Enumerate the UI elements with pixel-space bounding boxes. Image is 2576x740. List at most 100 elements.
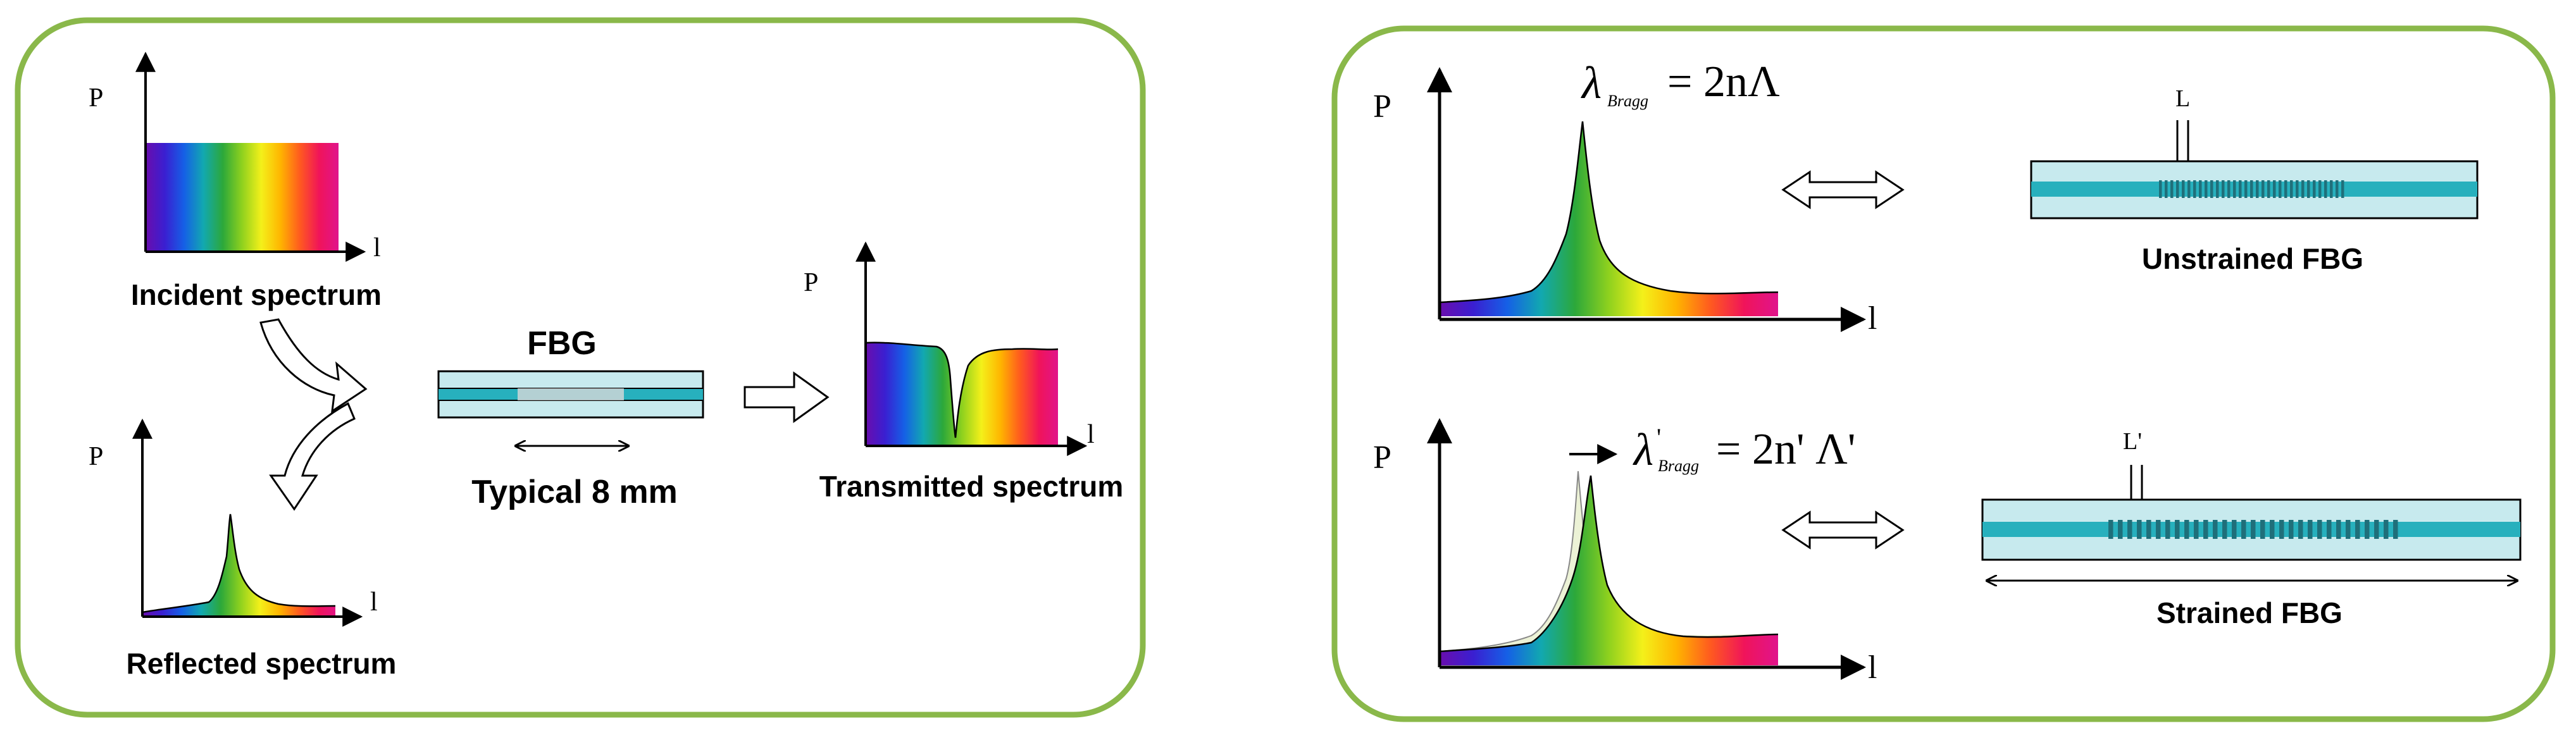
grating-stripe bbox=[2170, 180, 2174, 198]
grating-stripe bbox=[2184, 520, 2189, 539]
fbg-length-label: Typical 8 mm bbox=[471, 474, 678, 510]
grating-stripe bbox=[2251, 520, 2256, 539]
strained-y-label: P bbox=[1373, 440, 1391, 476]
grating-stripe bbox=[2260, 520, 2265, 539]
incident-x-label: l bbox=[373, 233, 381, 262]
grating-stripe bbox=[2156, 520, 2161, 539]
transmitted-caption: Transmitted spectrum bbox=[819, 470, 1124, 503]
grating-stripe bbox=[2298, 520, 2303, 539]
transmitted-y-label: P bbox=[804, 268, 818, 297]
grating-stripe bbox=[2146, 520, 2151, 539]
grating-stripe bbox=[2330, 180, 2333, 198]
grating-stripe bbox=[2233, 180, 2236, 198]
grating-stripe bbox=[2165, 180, 2168, 198]
incident-spectrum-fill bbox=[146, 143, 339, 252]
grating-stripe bbox=[2118, 520, 2123, 539]
grating-stripe bbox=[2279, 180, 2282, 198]
unstrained-x-label: l bbox=[1868, 300, 1877, 336]
grating-stripe bbox=[2241, 520, 2246, 539]
grating-stripe bbox=[2199, 180, 2202, 198]
reflected-y-label: P bbox=[89, 442, 103, 471]
reflected-caption: Reflected spectrum bbox=[127, 647, 397, 680]
transmitted-spectrum-chart: P l Transmitted spectrum bbox=[804, 241, 1124, 503]
grating-stripe bbox=[2256, 180, 2259, 198]
grating-stripe bbox=[2159, 180, 2162, 198]
strained-fiber: L' Strained FBG bbox=[1981, 428, 2522, 629]
period-label-l: L bbox=[2175, 85, 2190, 112]
right-arrow-icon bbox=[744, 371, 830, 423]
strained-equation-prime: ' bbox=[1657, 423, 1661, 452]
grating-stripe bbox=[2232, 520, 2237, 539]
fbg-grating bbox=[518, 388, 624, 400]
strained-bragg-equation: λ ' Bragg = 2n' Λ' bbox=[1569, 423, 1855, 475]
fbg-label: FBG bbox=[527, 325, 597, 362]
reflected-x-label: l bbox=[370, 588, 378, 617]
grating-stripe bbox=[2137, 520, 2142, 539]
grating-stripe bbox=[2355, 520, 2360, 539]
strained-grating bbox=[2108, 520, 2398, 539]
grating-stripe bbox=[2296, 180, 2299, 198]
grating-stripe bbox=[2203, 520, 2208, 539]
strained-spectrum-fill bbox=[1440, 476, 1778, 665]
reflected-spectrum-chart: P l Reflected spectrum bbox=[89, 418, 397, 680]
fbg-fiber: FBG Typical 8 mm bbox=[437, 325, 704, 510]
grating-stripe bbox=[2336, 180, 2339, 198]
incident-y-label: P bbox=[89, 83, 103, 113]
grating-stripe bbox=[2318, 180, 2322, 198]
equation-lambda: λ bbox=[1581, 58, 1602, 108]
grating-stripe bbox=[2327, 520, 2332, 539]
strained-equation-subscript: Bragg bbox=[1658, 457, 1699, 475]
grating-stripe bbox=[2284, 180, 2287, 198]
unstrained-caption: Unstrained FBG bbox=[2142, 242, 2363, 275]
grating-stripe bbox=[2267, 180, 2270, 198]
grating-stripe bbox=[2210, 180, 2213, 198]
grating-stripe bbox=[2279, 520, 2284, 539]
grating-stripe bbox=[2222, 180, 2225, 198]
grating-stripe bbox=[2193, 180, 2196, 198]
grating-stripe bbox=[2365, 520, 2370, 539]
right-panel bbox=[1331, 25, 2556, 722]
grating-stripe bbox=[2175, 520, 2180, 539]
grating-stripe bbox=[2313, 180, 2316, 198]
grating-stripe bbox=[2301, 180, 2305, 198]
grating-stripe bbox=[2262, 180, 2265, 198]
period-label-l-prime: L' bbox=[2123, 428, 2142, 455]
curved-arrow-icon bbox=[269, 402, 356, 511]
grating-stripe bbox=[2384, 520, 2389, 539]
unstrained-grating bbox=[2159, 180, 2344, 198]
grating-stripe bbox=[2346, 520, 2351, 539]
grating-stripe bbox=[2270, 520, 2275, 539]
grating-stripe bbox=[2289, 520, 2294, 539]
grating-stripe bbox=[2308, 520, 2313, 539]
strained-caption: Strained FBG bbox=[2156, 596, 2343, 629]
curved-arrow-icon bbox=[259, 318, 368, 414]
grating-stripe bbox=[2273, 180, 2276, 198]
strained-x-label: l bbox=[1868, 650, 1877, 686]
grating-stripe bbox=[2165, 520, 2170, 539]
grating-stripe bbox=[2108, 520, 2113, 539]
grating-stripe bbox=[2290, 180, 2293, 198]
unstrained-fiber: L Unstrained FBG bbox=[2030, 85, 2479, 275]
grating-stripe bbox=[2341, 180, 2344, 198]
unstrained-y-label: P bbox=[1373, 89, 1391, 125]
equation-subscript: Bragg bbox=[1607, 92, 1648, 110]
grating-stripe bbox=[2393, 520, 2398, 539]
reflected-spectrum-fill bbox=[142, 514, 335, 617]
grating-stripe bbox=[2317, 520, 2322, 539]
grating-stripe bbox=[2374, 520, 2379, 539]
bragg-equation: λ Bragg = 2nΛ bbox=[1581, 58, 1780, 110]
grating-stripe bbox=[2227, 180, 2231, 198]
incident-spectrum-chart: P l Incident spectrum bbox=[89, 51, 382, 311]
grating-stripe bbox=[2324, 180, 2327, 198]
grating-stripe bbox=[2213, 520, 2218, 539]
grating-stripe bbox=[2187, 180, 2191, 198]
grating-stripe bbox=[2244, 180, 2248, 198]
unstrained-spectrum-fill bbox=[1440, 121, 1778, 316]
incident-caption: Incident spectrum bbox=[131, 278, 382, 311]
strained-equation-lambda: λ bbox=[1633, 424, 1653, 475]
left-panel bbox=[15, 17, 1146, 718]
double-arrow-icon bbox=[1781, 510, 1905, 550]
double-arrow-icon bbox=[1781, 170, 1905, 209]
grating-stripe bbox=[2250, 180, 2253, 198]
transmitted-x-label: l bbox=[1087, 420, 1095, 449]
